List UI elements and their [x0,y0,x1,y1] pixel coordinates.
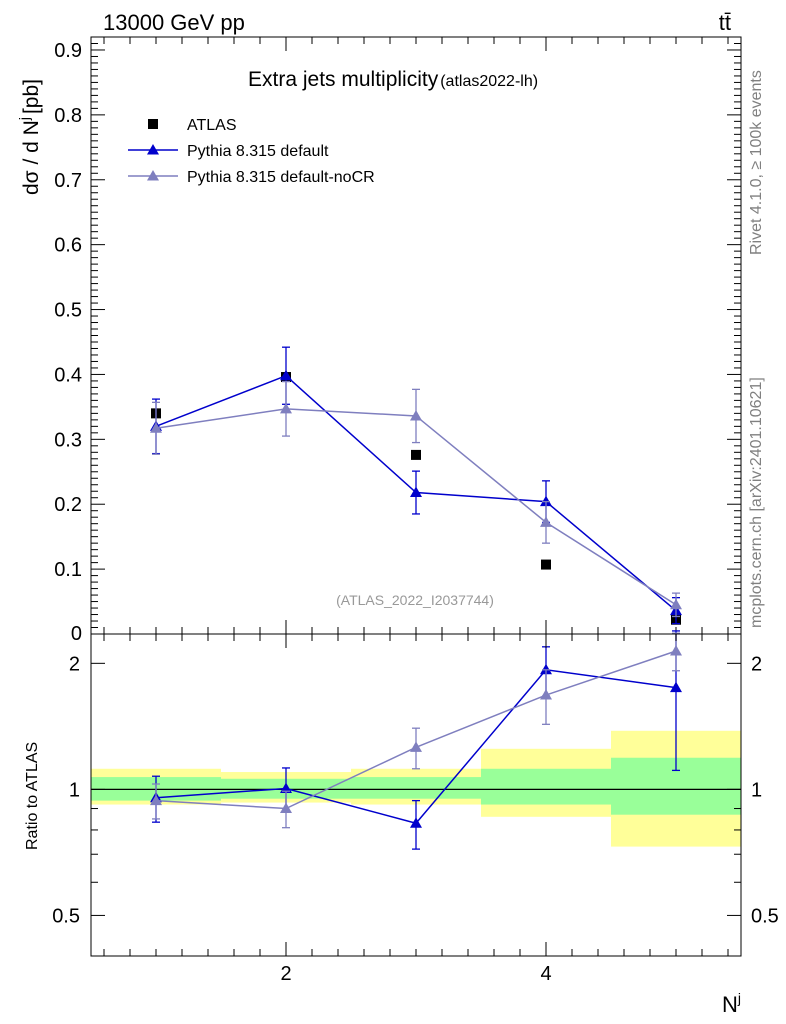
ratio-point [280,802,292,814]
legend-marker [147,170,159,181]
process-label: tt̄ [719,10,731,35]
data-point [410,486,422,498]
y-tick-label: 0.8 [54,105,82,127]
legend-label: Pythia 8.315 default-noCR [187,169,375,186]
data-point [411,449,421,460]
y-axis-label-superscript: j [16,117,32,121]
x-tick-label: 4 [540,963,551,985]
ratio-point [670,681,682,693]
data-point [280,402,292,414]
legend-marker [147,144,159,155]
ratio-point [150,794,162,806]
y-tick-label: 0.5 [54,300,82,322]
y-tick-label: 0.6 [54,235,82,257]
beam-label: 13000 GeV pp [103,10,245,35]
ratio-y-tick-label-right: 1 [751,779,762,801]
main-plot-panel: 0.1 0.2 0.3 0.4 0.5 0.6 0.7 0.8 0.9 0 Extra jets … [16,36,742,645]
chart-title: Extra jets multiplicity (atlas2022-lh) [248,68,538,91]
y-tick-label: 0.3 [54,429,82,451]
legend-label: ATLAS [187,117,237,134]
data-point [670,598,682,610]
inner-band [351,777,481,799]
ratio-point [540,689,552,700]
ratio-point [540,663,552,675]
y-tick-label: 0.7 [54,170,82,192]
ratio-y-tick-label: 0.5 [52,905,80,927]
data-point [410,409,422,421]
ratio-point [410,817,422,828]
y-tick-label: 0.4 [54,364,82,386]
x-axis-label-text: N [722,992,738,1017]
legend-label: Pythia 8.315 default [187,143,329,160]
y-tick-label: 0.1 [54,559,82,581]
data-point [541,559,551,570]
x-axis-label-superscript: j [737,990,741,1006]
ratio-y-tick-label-right: 0.5 [751,905,779,927]
x-axis-label: Nj [722,990,741,1017]
rivet-label: Rivet 4.1.0, ≥ 100k events [748,70,765,255]
chart-title-text: Extra jets multiplicity [248,68,439,91]
ratio-point [410,741,422,752]
analysis-label: (ATLAS_2022_I2037744) [336,592,494,608]
data-point [280,369,292,381]
ratio-series-pythia-8-315-default-nocr [150,632,682,829]
x-tick-label: 2 [280,963,291,985]
mcplots-label: mcplots.cern.ch [arXiv:2401.10621] [748,377,765,628]
data-point [540,516,552,527]
data-point [150,422,162,433]
y-tick-label: 0.2 [54,494,82,516]
ratio-plot-panel: 0.5 0.5 1 1 2 2 2 4 Ratio to ATLAS [24,630,779,985]
y-axis-label: dσ / d Nj [pb] [16,79,43,195]
y-tick-label-zero: 0 [71,623,82,645]
data-point [540,495,552,507]
ratio-y-axis-label: Ratio to ATLAS [24,742,41,850]
chart-subtitle: (atlas2022-lh) [440,73,538,90]
y-axis-label-text: dσ / d N [20,120,43,195]
ratio-y-tick-label-right: 2 [751,653,762,675]
ratio-y-tick-label: 1 [69,779,80,801]
legend: ATLAS Pythia 8.315 default Pythia 8.315 de… [128,117,375,186]
inner-band [481,768,611,805]
series-pythia-8-315-default [150,346,682,625]
legend-marker [148,119,158,129]
series-pythia-8-315-default-nocr [150,380,682,618]
ratio-point [280,782,292,793]
ratio-point [670,645,682,656]
y-tick-label: 0.9 [54,40,82,62]
ratio-y-tick-label: 2 [69,653,80,675]
y-axis-label-unit: [pb] [20,79,43,114]
